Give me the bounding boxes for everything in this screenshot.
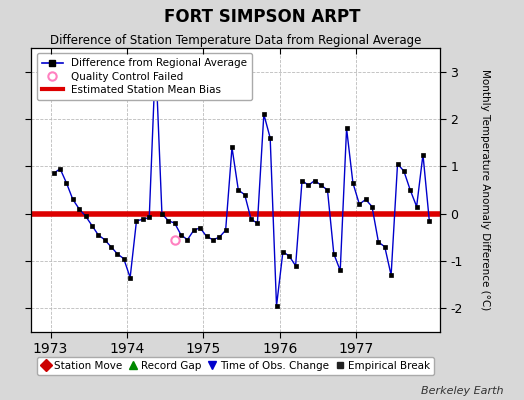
Text: Berkeley Earth: Berkeley Earth xyxy=(421,386,503,396)
Title: Difference of Station Temperature Data from Regional Average: Difference of Station Temperature Data f… xyxy=(50,34,421,47)
Legend: Station Move, Record Gap, Time of Obs. Change, Empirical Break: Station Move, Record Gap, Time of Obs. C… xyxy=(37,357,434,375)
Y-axis label: Monthly Temperature Anomaly Difference (°C): Monthly Temperature Anomaly Difference (… xyxy=(479,69,489,311)
Text: FORT SIMPSON ARPT: FORT SIMPSON ARPT xyxy=(163,8,361,26)
